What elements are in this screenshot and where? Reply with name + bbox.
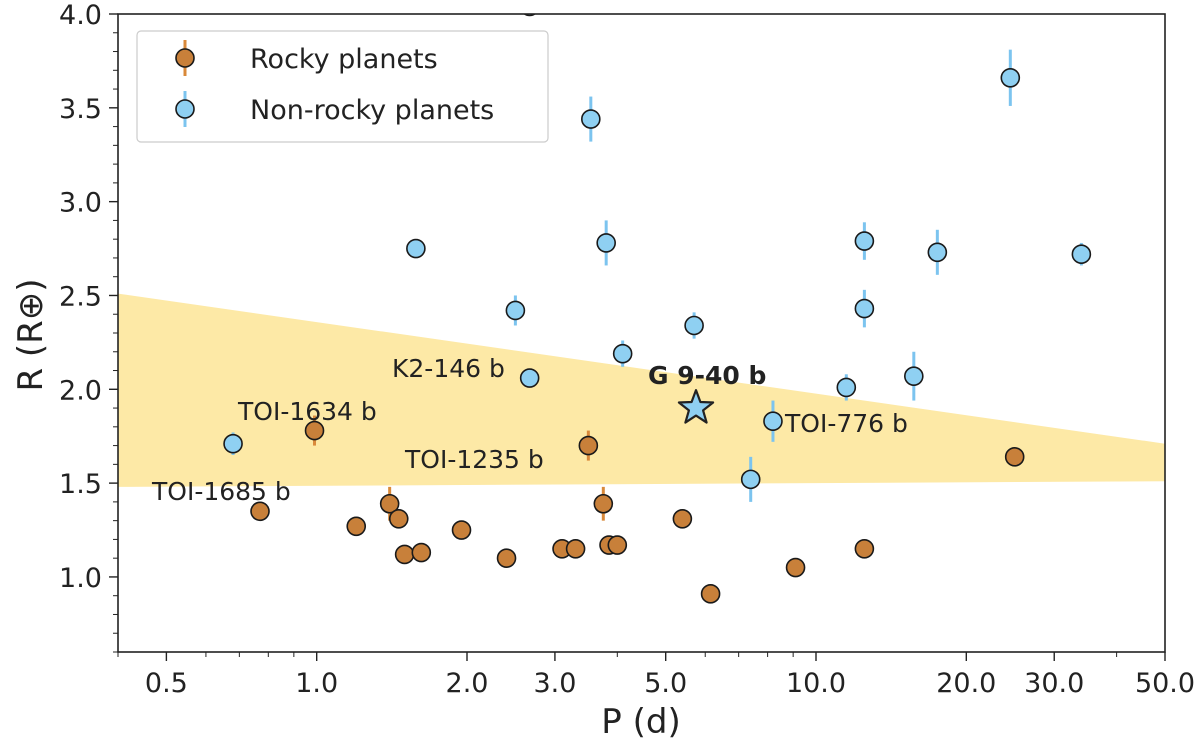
legend-rocky-marker (175, 48, 195, 68)
y-axis-label: R (R⊕) (11, 278, 51, 391)
rocky-point-1 (304, 420, 325, 441)
annotation-toi-1634b: TOI-1634 b (237, 397, 377, 426)
rocky-point-2 (346, 516, 367, 537)
nonrocky-point-12 (854, 298, 875, 319)
legend-rocky-label: Rocky planets (250, 44, 438, 75)
nonrocky-point-5 (581, 109, 601, 129)
x-tick-label-3: 3.0 (533, 668, 576, 699)
nonrocky-point-6 (596, 233, 616, 253)
rocky-point-16 (700, 584, 721, 604)
y-tick-label-6: 4.0 (59, 0, 102, 31)
x-tick-label-5: 10.0 (786, 668, 846, 699)
rocky-point-12 (593, 493, 614, 514)
nonrocky-point-4 (523, 14, 536, 17)
legend-nonrocky-marker (175, 99, 195, 119)
radius-valley-band (118, 293, 1165, 487)
rocky-point-15 (672, 508, 693, 529)
nonrocky-point-1 (406, 238, 426, 259)
rocky-point-3 (379, 493, 400, 514)
nonrocky-point-2 (505, 300, 526, 321)
nonrocky-point-3 (519, 368, 540, 388)
rocky-point-18 (854, 538, 875, 559)
legend: Rocky planets Non-rocky planets (136, 30, 549, 143)
nonrocky-point-9 (740, 469, 761, 490)
y-tick-label-3: 2.5 (59, 281, 102, 312)
x-tick-label-4: 5.0 (644, 668, 687, 699)
nonrocky-point-11 (836, 377, 857, 398)
x-tick-label-8: 50.0 (1135, 668, 1195, 699)
nonrocky-point-0 (223, 433, 243, 454)
annotation-toi-1685b: TOI-1685 b (151, 477, 291, 506)
rocky-point-5 (394, 544, 415, 565)
nonrocky-point-8 (684, 315, 704, 336)
nonrocky-point-15 (927, 242, 948, 263)
nonrocky-point-13 (854, 231, 875, 251)
y-tick-label-1: 1.5 (59, 469, 102, 500)
rocky-point-6 (411, 542, 432, 563)
highlight-star-marker (677, 389, 715, 424)
x-tick-label-0: 0.5 (145, 668, 188, 699)
rocky-point-0 (250, 501, 270, 522)
rocky-point-4 (388, 508, 409, 529)
legend-nonrocky-label: Non-rocky planets (250, 95, 494, 126)
rocky-point-19 (1004, 447, 1025, 467)
annotation-toi-1235b: TOI-1235 b (404, 445, 544, 474)
annotation-k2-146b: K2-146 b (392, 354, 505, 383)
rocky-point-11 (578, 435, 599, 456)
rocky-point-7 (451, 520, 472, 540)
annotation-toi-776b: TOI-776 b (784, 409, 908, 438)
legend-box (136, 30, 549, 143)
x-tick-label-1: 1.0 (295, 668, 338, 699)
x-tick-label-7: 30.0 (1024, 668, 1084, 699)
y-tick-label-5: 3.5 (59, 94, 102, 125)
nonrocky-point-14 (904, 366, 924, 386)
rocky-point-14 (607, 535, 628, 555)
y-tick-label-0: 1.0 (59, 563, 102, 594)
radius-valley-band-layer (118, 293, 1165, 487)
nonrocky-point-10 (763, 411, 783, 431)
x-tick-label-6: 20.0 (936, 668, 996, 699)
axis-ticks-layer: 0.5 1.0 2.0 3.0 5.0 10.0 20.0 30.0 50.0 1.0 1.5 2.0… (59, 0, 1195, 699)
y-tick-label-4: 3.0 (59, 188, 102, 219)
rocky-point-8 (496, 548, 517, 568)
rocky-point-17 (785, 557, 806, 578)
nonrocky-point-16 (1000, 68, 1021, 88)
rocky-point-10 (565, 538, 586, 559)
data-points-layer (223, 14, 1092, 604)
x-tick-label-2: 2.0 (446, 668, 489, 699)
x-axis-label: P (d) (601, 702, 680, 742)
y-tick-label-2: 2.0 (59, 375, 102, 406)
nonrocky-point-17 (1071, 244, 1092, 264)
nonrocky-point-7 (612, 343, 633, 364)
annotation-g9-40b: G 9-40 b (648, 361, 766, 390)
